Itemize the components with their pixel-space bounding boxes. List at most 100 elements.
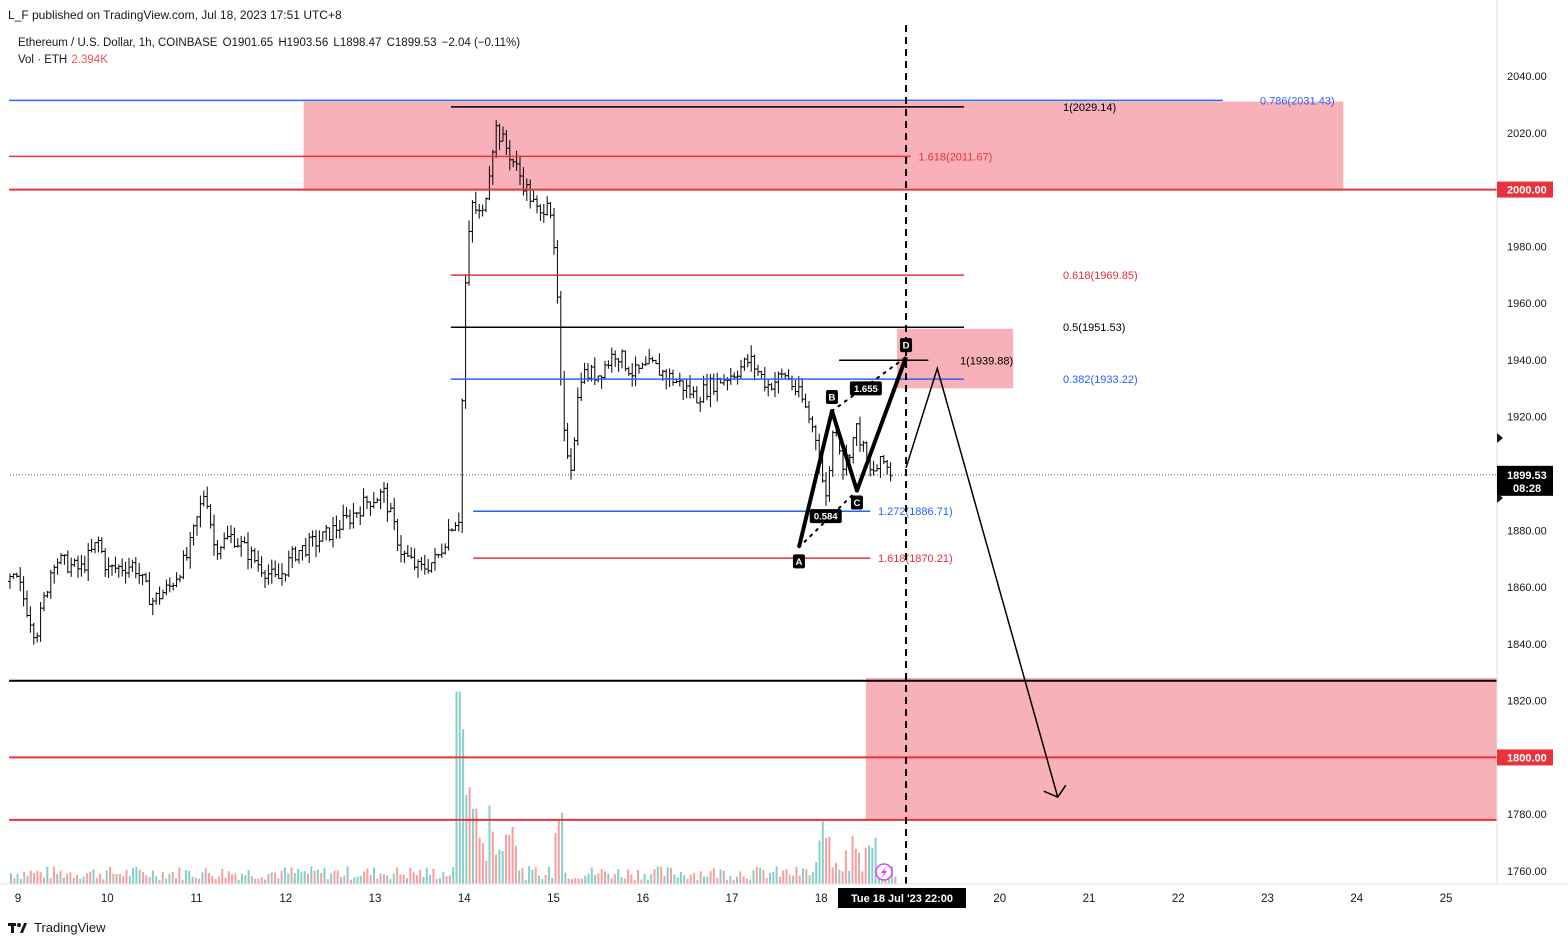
volume-bar [260, 877, 263, 884]
volume-bar [221, 868, 224, 884]
tradingview-logo-icon [8, 922, 27, 933]
volume-bar [491, 831, 494, 884]
volume-bar [782, 870, 785, 884]
volume-bar [10, 873, 12, 884]
volume-bar [567, 878, 570, 884]
volume-bar [419, 869, 422, 884]
volume-bar [105, 870, 108, 884]
price-badge-1: 1800.00 [1507, 752, 1547, 764]
volume-bar [686, 878, 689, 884]
volume-bar [485, 860, 488, 884]
volume-bar [656, 866, 659, 884]
volume-bar [557, 819, 560, 884]
volume-bar [518, 870, 521, 884]
volume-bar [227, 871, 230, 884]
volume-bar [709, 871, 712, 884]
volume-bar [293, 873, 296, 884]
volume-bar [712, 868, 715, 884]
volume-bar [188, 870, 191, 884]
volume-bar [541, 879, 544, 884]
volume-bar [660, 866, 663, 884]
volume-bar [366, 868, 369, 884]
volume-bar [85, 873, 88, 884]
volume-bar [363, 871, 366, 884]
abcd-point-a-marker [792, 554, 805, 569]
volume-bar [369, 875, 372, 884]
date-tick-9: 9 [15, 893, 21, 905]
volume-bar [729, 875, 732, 884]
volume-bar [475, 808, 478, 884]
volume-bar [673, 874, 676, 884]
volume-bar [623, 878, 626, 884]
volume-bar [244, 875, 247, 884]
volume-bar [841, 871, 844, 884]
volume-bar [274, 872, 276, 884]
volume-bar [795, 866, 798, 884]
volume-bar [752, 870, 755, 884]
volume-bar [43, 877, 45, 884]
volume-bar [122, 876, 125, 884]
volume-bar [792, 875, 795, 884]
volume-bar [175, 878, 177, 884]
volume-bar [749, 879, 752, 884]
volume-bar [640, 879, 643, 884]
volume-bar [650, 873, 653, 884]
level-label-0: 0.786(2031.43) [1260, 95, 1335, 107]
volume-bar [217, 876, 220, 884]
level-label-5: 0.5(1951.53) [1063, 322, 1125, 334]
volume-bar [161, 871, 164, 884]
volume-bar [151, 870, 154, 884]
volume-bar [224, 877, 227, 884]
volume-bar [514, 845, 517, 884]
volume-label[interactable]: Vol · ETH [18, 54, 68, 66]
volume-bar [590, 867, 593, 884]
price-tick-2040: 2040.00 [1507, 71, 1547, 83]
volume-bar [287, 873, 290, 884]
volume-bar [76, 875, 78, 884]
volume-bar [340, 877, 342, 884]
volume-bar [13, 878, 16, 884]
volume-bar [412, 872, 415, 884]
volume-bar [353, 877, 356, 884]
volume-bar [772, 871, 775, 884]
price-tick-1840: 1840.00 [1507, 639, 1547, 651]
volume-bar [617, 869, 620, 884]
volume-bar [788, 874, 791, 884]
volume-bar [670, 867, 672, 884]
price-tick-1960: 1960.00 [1507, 298, 1547, 310]
symbol-name[interactable]: Ethereum / U.S. Dollar, 1h, COINBASE [18, 37, 218, 49]
volume-bar [600, 869, 603, 884]
volume-bar [214, 879, 217, 884]
volume-bar [802, 868, 804, 884]
volume-bar [706, 876, 709, 884]
volume-bar [696, 879, 699, 884]
volume-bar [663, 875, 666, 884]
volume-bar [831, 867, 834, 884]
level-label-8: 1.272(1886.71) [878, 506, 953, 518]
level-label-7: 0.382(1933.22) [1063, 374, 1138, 386]
volume-bar [89, 871, 92, 884]
volume-bar [528, 866, 531, 884]
ohlc-low: L1898.47 [333, 37, 382, 49]
volume-bar [818, 840, 821, 884]
volume-bar [115, 873, 118, 884]
volume-bar [765, 878, 768, 884]
volume-bar [679, 871, 682, 884]
volume-bar [435, 878, 438, 884]
volume-bar [142, 872, 144, 884]
volume-bar [310, 866, 313, 884]
volume-bar [270, 872, 273, 884]
volume-bar [19, 878, 22, 884]
volume-bar [211, 876, 214, 884]
volume-bar [406, 878, 408, 884]
volume-bar [851, 835, 854, 884]
volume-bar [36, 870, 39, 884]
volume-bar [689, 874, 692, 884]
date-tick-18: 18 [815, 893, 828, 905]
volume-bar [894, 876, 897, 884]
volume-bar [637, 869, 639, 884]
volume-bar [399, 874, 402, 884]
axis-marker-icon [1497, 433, 1503, 443]
volume-bar [676, 877, 679, 884]
